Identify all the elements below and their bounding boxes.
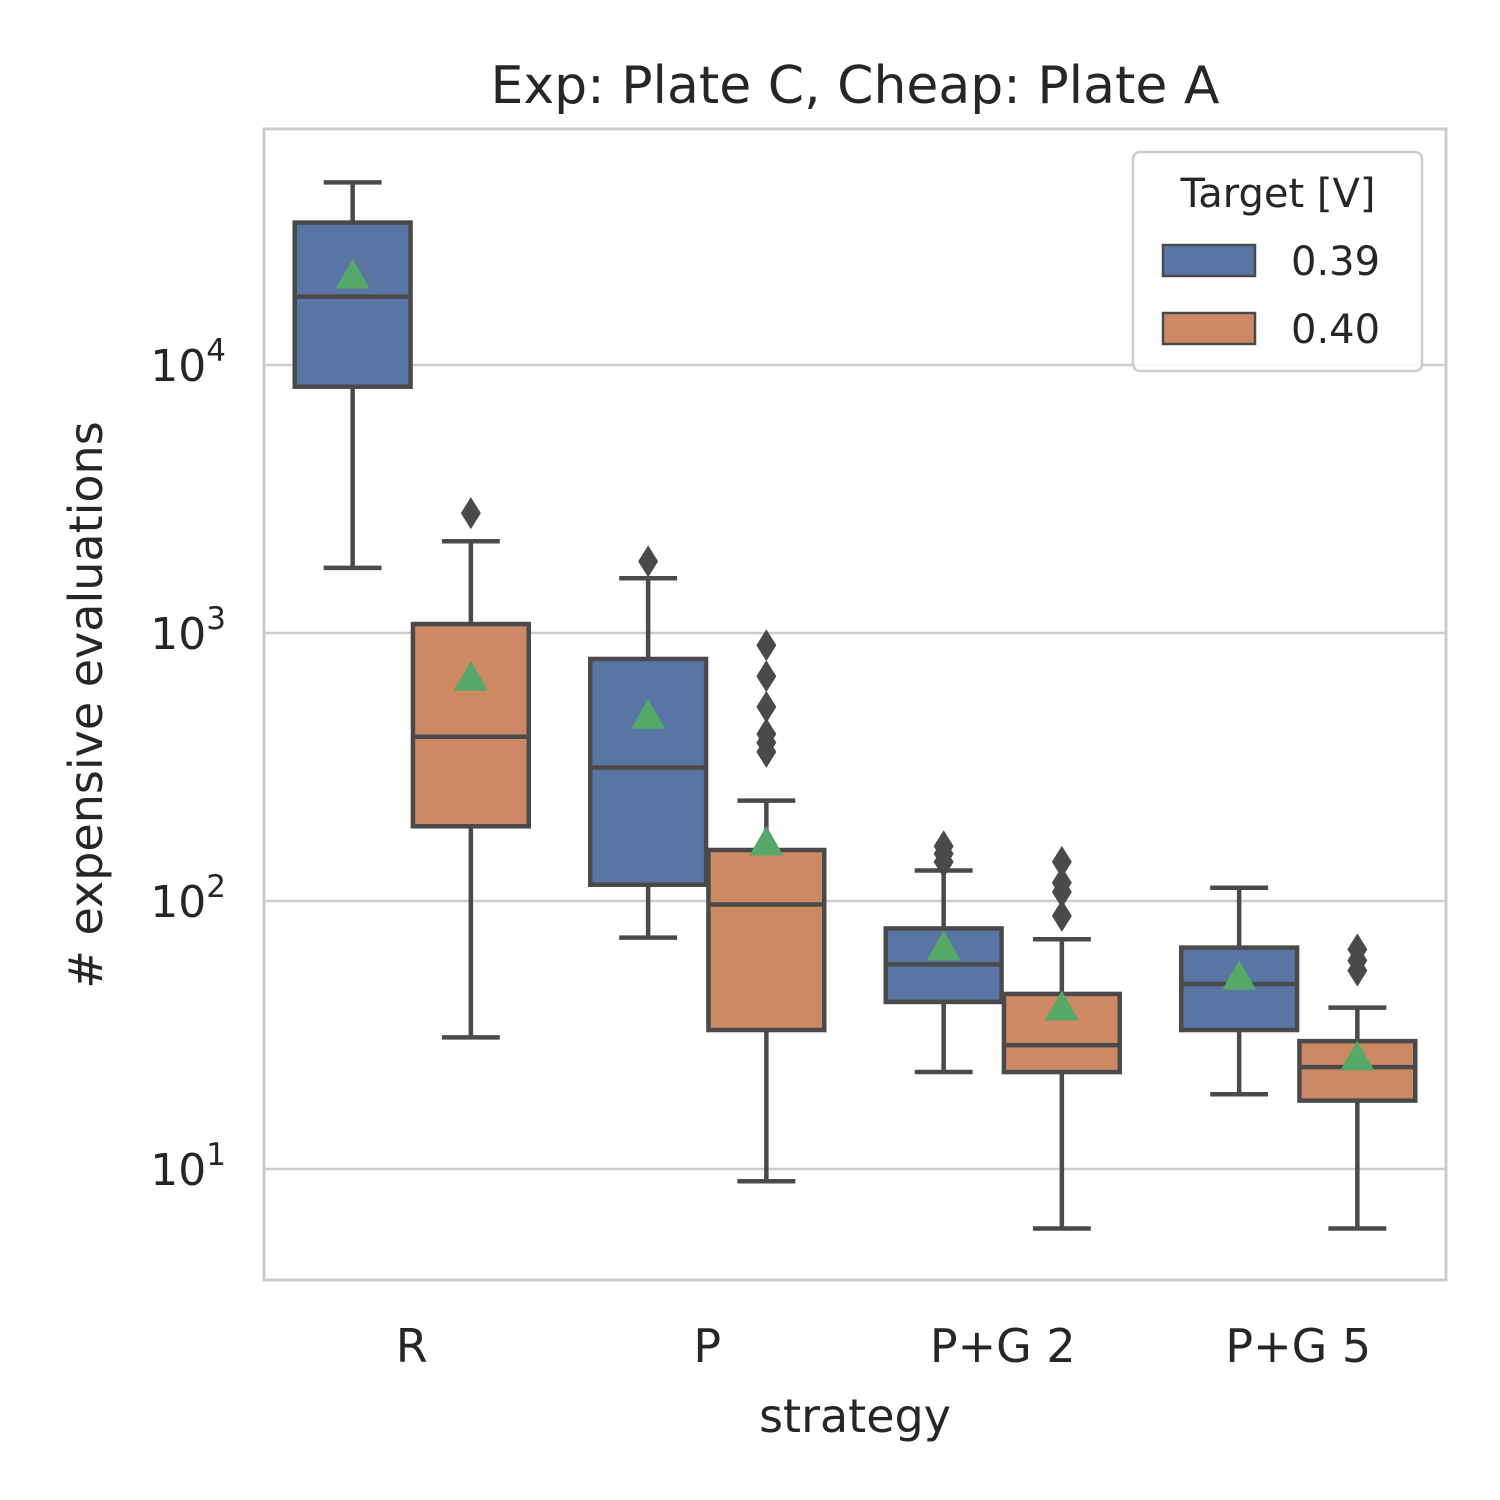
box-iqr (706, 847, 827, 1033)
mean-marker (1222, 960, 1257, 990)
outlier-point (756, 660, 777, 693)
box-iqr (587, 656, 709, 887)
box-iqr (292, 220, 413, 389)
boxes (292, 180, 1418, 1231)
box-group (1178, 885, 1300, 1097)
outlier-point (1051, 866, 1072, 899)
y-axis-ticks: 101 102 103 104 (150, 333, 226, 1196)
y-tick-label: 101 (150, 1137, 226, 1196)
mean-marker (1340, 1040, 1375, 1071)
mean-marker (926, 930, 961, 961)
outlier-point (756, 717, 777, 750)
legend-title: Target [V] (1179, 171, 1375, 217)
box-group (883, 830, 1004, 1075)
box-group (292, 180, 413, 571)
outlier-point (1051, 899, 1072, 932)
box-group (706, 629, 827, 1184)
legend-label-0: 0.39 (1291, 239, 1380, 285)
outlier-point (933, 830, 954, 863)
box-group (1001, 845, 1123, 1231)
box-group (1297, 933, 1418, 1231)
outlier-point (638, 545, 659, 578)
mean-marker (1044, 990, 1079, 1021)
outlier-point (756, 629, 777, 662)
x-axis-label: strategy (759, 1389, 951, 1443)
x-tick-label: P (693, 1319, 721, 1373)
x-tick-label: R (396, 1319, 428, 1373)
mean-marker (631, 699, 666, 729)
mean-marker (453, 660, 488, 691)
legend-label-1: 0.40 (1291, 307, 1380, 353)
box-iqr (410, 621, 532, 829)
box-group (587, 545, 709, 940)
outlier-point (460, 497, 481, 530)
x-tick-label: P+G 5 (1225, 1319, 1371, 1373)
box-group (410, 497, 532, 1040)
outlier-point (756, 690, 777, 723)
mean-marker (749, 825, 784, 856)
outlier-point (1051, 845, 1072, 878)
plot-frame (262, 127, 1448, 1282)
chart-title: Exp: Plate C, Cheap: Plate A (491, 56, 1220, 116)
legend-swatch-0 (1161, 243, 1257, 278)
y-tick-label: 103 (150, 601, 226, 660)
y-tick-label: 102 (150, 869, 226, 928)
x-axis-ticks: R P P+G 2 P+G 5 (396, 1319, 1371, 1373)
mean-marker (335, 258, 370, 289)
outlier-point (1347, 933, 1368, 966)
legend: Target [V] 0.39 0.40 (1131, 150, 1424, 373)
x-tick-label: P+G 2 (930, 1319, 1076, 1373)
box-iqr (1297, 1038, 1418, 1103)
y-axis-label: # expensive evaluations (59, 421, 113, 988)
y-tick-label: 104 (150, 333, 226, 392)
legend-swatch-1 (1161, 311, 1257, 346)
